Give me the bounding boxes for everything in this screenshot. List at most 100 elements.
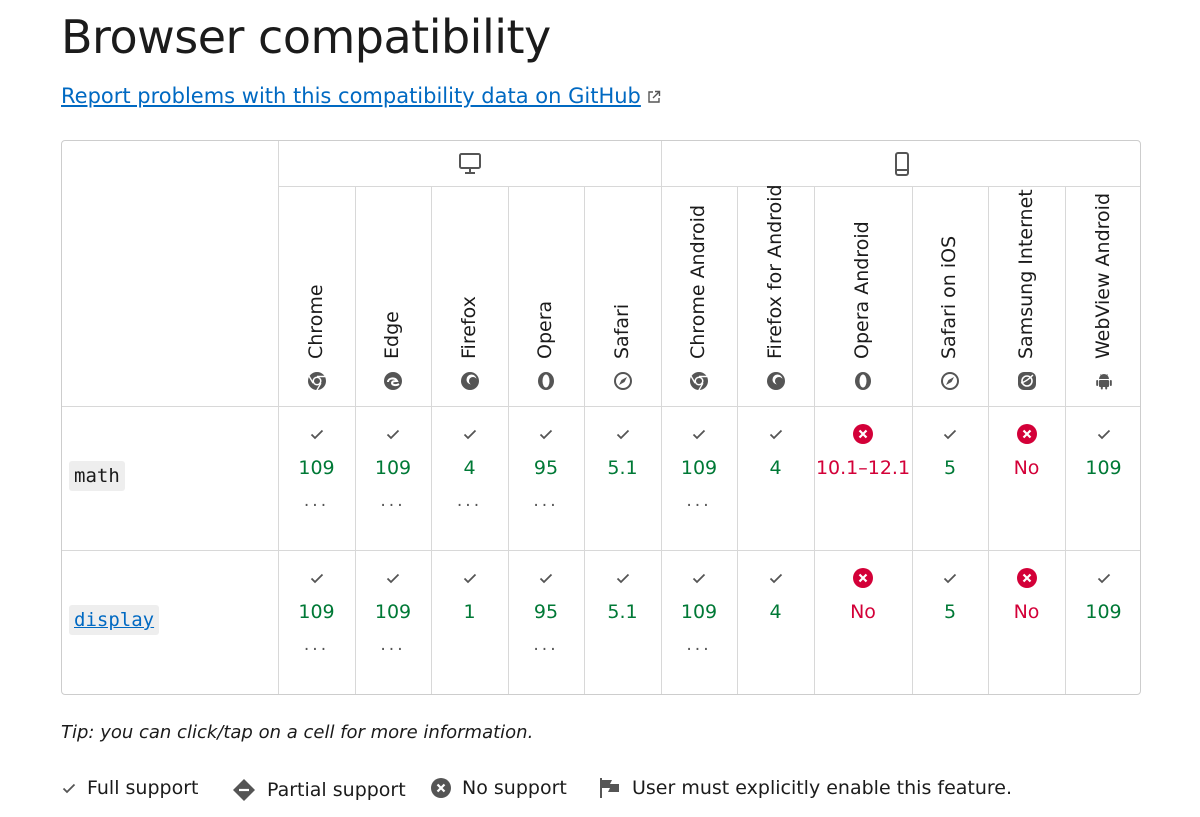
support-cell[interactable]: 109...: [661, 567, 737, 655]
version-value: 109: [1085, 601, 1122, 623]
support-cell[interactable]: 95...: [508, 423, 584, 511]
support-cell[interactable]: No: [988, 423, 1065, 511]
version-value: No: [1013, 457, 1040, 479]
check-icon: [508, 423, 584, 445]
more-info-ellipsis[interactable]: ...: [456, 491, 483, 511]
more-info-ellipsis: [912, 491, 988, 511]
legend-item: Full support: [61, 777, 198, 799]
check-icon: [737, 423, 814, 445]
support-cell[interactable]: 5: [912, 567, 988, 655]
grid-line: [431, 186, 432, 694]
check-icon: [661, 567, 737, 589]
no-support-icon: [988, 567, 1065, 589]
safari-icon: [613, 371, 633, 391]
check-icon: [584, 423, 661, 445]
version-value: No: [1013, 601, 1040, 623]
more-info-ellipsis[interactable]: ...: [686, 635, 712, 655]
check-icon: [431, 567, 508, 589]
flag-icon: [598, 777, 622, 799]
desktop-icon: [457, 151, 483, 181]
more-info-ellipsis: [431, 635, 508, 655]
version-value: 10.1–12.1: [815, 457, 911, 479]
version-value: 109: [374, 601, 412, 623]
firefox-icon: [766, 371, 786, 391]
edge-icon: [383, 371, 403, 391]
legend-item: User must explicitly enable this feature…: [598, 777, 1012, 799]
legend-label: No support: [462, 777, 567, 799]
version-value: 95: [533, 601, 559, 623]
more-info-ellipsis: [584, 491, 661, 511]
support-cell[interactable]: 109: [1065, 567, 1140, 655]
grid-line: [584, 186, 585, 694]
more-info-ellipsis[interactable]: ...: [686, 491, 712, 511]
opera-icon: [853, 371, 873, 391]
check-icon: [508, 567, 584, 589]
no-support-icon: [814, 423, 912, 445]
grid-line: [814, 186, 815, 694]
version-value: 4: [463, 457, 476, 479]
version-value: 5.1: [607, 457, 638, 479]
more-info-ellipsis[interactable]: ...: [380, 635, 406, 655]
more-info-ellipsis[interactable]: ...: [303, 635, 330, 655]
grid-line: [508, 186, 509, 694]
support-cell[interactable]: 4...: [431, 423, 508, 511]
version-value: 109: [1085, 457, 1122, 479]
support-cell[interactable]: 109...: [355, 567, 431, 655]
version-value: 109: [680, 457, 718, 479]
grid-line: [355, 186, 356, 694]
support-cell[interactable]: 4: [737, 567, 814, 655]
check-icon: [355, 423, 431, 445]
no-support-icon: [814, 567, 912, 589]
support-cell[interactable]: 5: [912, 423, 988, 511]
support-cell[interactable]: 109...: [355, 423, 431, 511]
more-info-ellipsis: [1065, 491, 1140, 511]
opera-icon: [536, 371, 556, 391]
check-icon: [737, 567, 814, 589]
more-info-ellipsis[interactable]: ...: [533, 635, 559, 655]
support-cell[interactable]: 95...: [508, 567, 584, 655]
support-cell[interactable]: 5.1: [584, 567, 661, 655]
check-icon: [912, 423, 988, 445]
mobile-icon: [889, 151, 915, 181]
more-info-ellipsis: [737, 491, 814, 511]
legend-label: Partial support: [267, 779, 406, 801]
check-icon: [278, 567, 355, 589]
chrome-icon: [689, 371, 709, 391]
more-info-ellipsis[interactable]: ...: [380, 491, 406, 511]
support-cell[interactable]: 109...: [278, 567, 355, 655]
support-cell[interactable]: 4: [737, 423, 814, 511]
check-icon: [1065, 567, 1140, 589]
support-cell[interactable]: No: [814, 567, 912, 655]
check-icon: [355, 567, 431, 589]
no-support-icon: [988, 423, 1065, 445]
tip-text: Tip: you can click/tap on a cell for mor…: [61, 722, 534, 743]
grid-line: [988, 186, 989, 694]
partial-support-icon: [231, 777, 257, 803]
grid-line: [62, 550, 1140, 551]
grid-line: [62, 406, 1140, 407]
version-value: 95: [533, 457, 559, 479]
grid-line: [278, 141, 279, 694]
support-cell[interactable]: 5.1: [584, 423, 661, 511]
support-cell[interactable]: 109...: [278, 423, 355, 511]
support-cell[interactable]: 1: [431, 567, 508, 655]
support-cell[interactable]: 109...: [661, 423, 737, 511]
version-value: 5.1: [607, 601, 638, 623]
samsung-internet-icon: [1017, 371, 1037, 391]
check-icon: [278, 423, 355, 445]
support-cell[interactable]: 109: [1065, 423, 1140, 511]
support-cell[interactable]: No: [988, 567, 1065, 655]
no-support-icon: [430, 777, 452, 799]
grid-line: [912, 186, 913, 694]
check-icon: [661, 423, 737, 445]
report-problems-link[interactable]: Report problems with this compatibility …: [61, 84, 661, 109]
compatibility-table: Chrome Edge Firefox Opera Safari Chrome Andro…: [61, 140, 1141, 695]
more-info-ellipsis[interactable]: ...: [533, 491, 559, 511]
page-title: Browser compatibility: [61, 10, 551, 64]
feature-name-display[interactable]: display: [69, 605, 160, 635]
check-icon: [431, 423, 508, 445]
support-cell[interactable]: 10.1–12.1: [814, 423, 912, 511]
more-info-ellipsis[interactable]: ...: [303, 491, 330, 511]
external-link-icon: [647, 85, 661, 109]
legend-item: Partial support: [231, 777, 406, 803]
